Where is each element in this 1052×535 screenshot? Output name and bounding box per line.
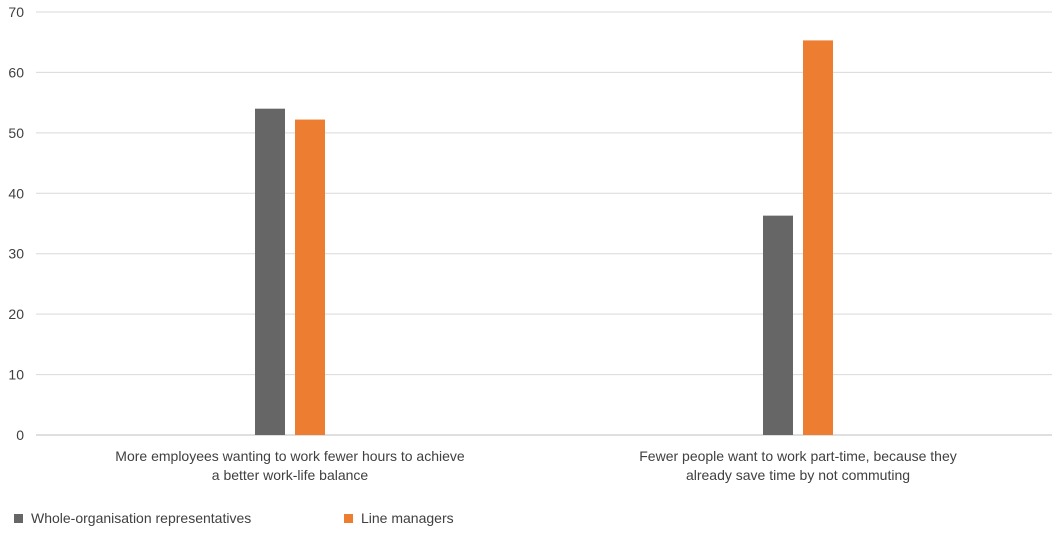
x-category-label: already save time by not commuting (686, 467, 910, 483)
y-tick-label: 50 (8, 125, 24, 141)
x-axis-category-labels: More employees wanting to work fewer hou… (115, 448, 956, 483)
bars (255, 40, 833, 435)
legend-swatch (344, 514, 353, 523)
bar-whole-organisation-representatives-1 (255, 108, 285, 435)
bar-line-managers-2 (803, 40, 833, 435)
y-axis-tick-labels: 0 10 20 30 40 50 60 70 (8, 4, 24, 443)
x-category-label: More employees wanting to work fewer hou… (115, 448, 465, 464)
y-tick-label: 60 (8, 64, 24, 80)
y-tick-label: 70 (8, 4, 24, 20)
bar-whole-organisation-representatives-2 (763, 215, 793, 435)
gridlines (36, 11, 1052, 436)
y-tick-label: 20 (8, 306, 24, 322)
legend-swatch (14, 514, 23, 523)
y-tick-label: 0 (16, 427, 24, 443)
bar-line-managers-1 (295, 119, 325, 435)
y-tick-label: 30 (8, 246, 24, 262)
y-tick-label: 40 (8, 185, 24, 201)
x-category-label: Fewer people want to work part-time, bec… (639, 448, 957, 464)
legend: Whole-organisation representatives Line m… (14, 510, 454, 526)
y-tick-label: 10 (8, 367, 24, 383)
legend-label: Line managers (361, 510, 454, 526)
legend-label: Whole-organisation representatives (31, 510, 251, 526)
x-category-label: a better work-life balance (212, 467, 369, 483)
